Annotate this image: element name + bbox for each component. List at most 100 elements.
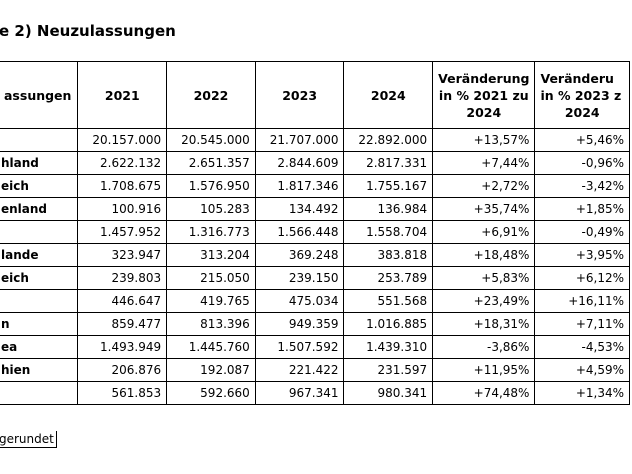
cell-chg_b: +16,11% xyxy=(534,289,630,313)
cell-y2021: 239.803 xyxy=(77,266,168,290)
cell-y2024: 231.597 xyxy=(343,358,434,382)
cell-y2022: 105.283 xyxy=(166,197,256,221)
table-row: 561.853 592.660 967.341 980.341 +74,48% +1,34… xyxy=(0,381,630,405)
cell-y2023: 1.507.592 xyxy=(254,335,345,359)
row-label: n xyxy=(0,312,79,336)
row-label: enland xyxy=(0,197,79,221)
cell-y2021: 1.708.675 xyxy=(77,174,168,198)
row-label: hien xyxy=(0,358,79,382)
cell-y2023: 2.844.609 xyxy=(254,151,345,175)
cell-chg_a: +11,95% xyxy=(432,358,536,382)
cell-y2024: 1.439.310 xyxy=(343,335,434,359)
cell-y2024: 2.817.331 xyxy=(343,151,434,175)
cell-y2021: 446.647 xyxy=(77,289,168,313)
cell-y2021: 323.947 xyxy=(77,243,168,267)
cell-y2022: 419.765 xyxy=(166,289,256,313)
table-row: n 859.477 813.396 949.359 1.016.885 +18,31% +7… xyxy=(0,312,630,336)
row-label: eich xyxy=(0,174,79,198)
cell-chg_b: -0,96% xyxy=(534,151,630,175)
cell-y2021: 2.622.132 xyxy=(77,151,168,175)
cell-chg_b: +3,95% xyxy=(534,243,630,267)
cell-chg_a: +2,72% xyxy=(432,174,536,198)
cell-y2021: 859.477 xyxy=(77,312,168,336)
cell-y2022: 813.396 xyxy=(166,312,256,336)
cell-y2021: 1.493.949 xyxy=(77,335,168,359)
row-label xyxy=(0,220,79,244)
cell-y2021: 20.157.000 xyxy=(77,128,168,152)
cell-y2024: 1.558.704 xyxy=(343,220,434,244)
header-label-cell: assungen xyxy=(0,61,79,129)
header-2022: 2022 xyxy=(166,61,256,129)
row-label: ea xyxy=(0,335,79,359)
cell-y2022: 192.087 xyxy=(166,358,256,382)
cell-y2021: 100.916 xyxy=(77,197,168,221)
cell-chg_b: +6,12% xyxy=(534,266,630,290)
cell-chg_b: -4,53% xyxy=(534,335,630,359)
row-label: lande xyxy=(0,243,79,267)
table-row: lande 323.947 313.204 369.248 383.818 +18,48%… xyxy=(0,243,630,267)
cell-y2022: 313.204 xyxy=(166,243,256,267)
cell-chg_b: +1,34% xyxy=(534,381,630,405)
table-row: 446.647 419.765 475.034 551.568 +23,49% +16,1… xyxy=(0,289,630,313)
cell-y2023: 1.817.346 xyxy=(254,174,345,198)
cell-chg_a: -3,86% xyxy=(432,335,536,359)
cell-chg_a: +35,74% xyxy=(432,197,536,221)
table-row: eich 1.708.675 1.576.950 1.817.346 1.755.167… xyxy=(0,174,630,198)
cell-chg_a: +5,83% xyxy=(432,266,536,290)
row-label: eich xyxy=(0,266,79,290)
header-change-2023-2024: Veränderu in % 2023 z 2024 xyxy=(534,61,630,129)
cell-chg_a: +74,48% xyxy=(432,381,536,405)
cell-y2022: 1.316.773 xyxy=(166,220,256,244)
table-row: hien 206.876 192.087 221.422 231.597 +11,95% +… xyxy=(0,358,630,382)
table-row: 1.457.952 1.316.773 1.566.448 1.558.704 +6,9… xyxy=(0,220,630,244)
cell-y2023: 1.566.448 xyxy=(254,220,345,244)
cell-y2022: 215.050 xyxy=(166,266,256,290)
cell-chg_b: -3,42% xyxy=(534,174,630,198)
cell-chg_b: +5,46% xyxy=(534,128,630,152)
table-row: 20.157.000 20.545.000 21.707.000 22.892.000… xyxy=(0,128,630,152)
table-row: enland 100.916 105.283 134.492 136.984 +35,74… xyxy=(0,197,630,221)
cell-y2023: 369.248 xyxy=(254,243,345,267)
cell-y2024: 253.789 xyxy=(343,266,434,290)
row-label xyxy=(0,381,79,405)
cell-y2024: 980.341 xyxy=(343,381,434,405)
cell-y2022: 1.576.950 xyxy=(166,174,256,198)
cell-y2023: 475.034 xyxy=(254,289,345,313)
table-row: ea 1.493.949 1.445.760 1.507.592 1.439.310 -3… xyxy=(0,335,630,359)
row-label: hland xyxy=(0,151,79,175)
cell-chg_a: +13,57% xyxy=(432,128,536,152)
cell-y2024: 22.892.000 xyxy=(343,128,434,152)
cell-chg_b: +7,11% xyxy=(534,312,630,336)
cell-y2022: 20.545.000 xyxy=(166,128,256,152)
cell-chg_a: +18,48% xyxy=(432,243,536,267)
cell-y2023: 221.422 xyxy=(254,358,345,382)
row-label xyxy=(0,128,79,152)
cell-y2023: 21.707.000 xyxy=(254,128,345,152)
row-label xyxy=(0,289,79,313)
cell-chg_a: +18,31% xyxy=(432,312,536,336)
cell-y2023: 949.359 xyxy=(254,312,345,336)
cell-chg_b: +1,85% xyxy=(534,197,630,221)
cell-chg_b: +4,59% xyxy=(534,358,630,382)
cell-y2021: 206.876 xyxy=(77,358,168,382)
header-2024: 2024 xyxy=(343,61,434,129)
table-title: e 2) Neuzulassungen xyxy=(0,22,176,40)
cell-y2023: 134.492 xyxy=(254,197,345,221)
cell-y2023: 967.341 xyxy=(254,381,345,405)
cell-y2022: 1.445.760 xyxy=(166,335,256,359)
cell-y2024: 1.755.167 xyxy=(343,174,434,198)
cell-y2024: 1.016.885 xyxy=(343,312,434,336)
cell-y2021: 1.457.952 xyxy=(77,220,168,244)
header-2021: 2021 xyxy=(77,61,168,129)
header-row: assungen 2021 2022 2023 2024 Veränderung… xyxy=(0,61,630,129)
cell-y2024: 551.568 xyxy=(343,289,434,313)
header-change-2021-2024: Veränderung in % 2021 zu 2024 xyxy=(432,61,536,129)
table-row: eich 239.803 215.050 239.150 253.789 +5,83% +6… xyxy=(0,266,630,290)
cell-y2022: 2.651.357 xyxy=(166,151,256,175)
cell-y2023: 239.150 xyxy=(254,266,345,290)
cell-chg_a: +6,91% xyxy=(432,220,536,244)
cell-y2022: 592.660 xyxy=(166,381,256,405)
cell-chg_a: +23,49% xyxy=(432,289,536,313)
cell-chg_a: +7,44% xyxy=(432,151,536,175)
cell-y2024: 136.984 xyxy=(343,197,434,221)
